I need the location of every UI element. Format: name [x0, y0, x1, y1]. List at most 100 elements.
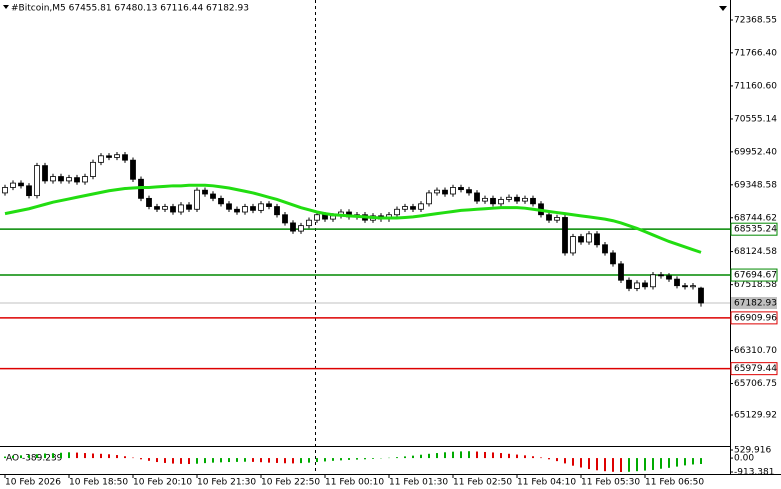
candle-body	[154, 206, 160, 210]
indicator-tick-label: 529.916	[734, 446, 771, 456]
candle-body	[218, 197, 224, 205]
x-tick-label: 11 Feb 00:10	[325, 478, 384, 488]
y-tick-label: 71766.40	[734, 48, 777, 58]
candle-body	[282, 214, 288, 224]
x-tick-label: 10 Feb 22:50	[261, 478, 320, 488]
candle-body	[130, 159, 136, 180]
candle-body	[506, 196, 512, 200]
chart-title: #Bitcoin,M5 67455.81 67480.13 67116.44 6…	[11, 4, 249, 14]
candle-body	[410, 206, 416, 210]
candle-body	[450, 187, 456, 195]
x-tick-label: 10 Feb 2026	[5, 478, 61, 488]
y-tick-label: 69348.58	[734, 180, 777, 190]
scroll-icon[interactable]	[719, 6, 727, 11]
candle-body	[498, 199, 504, 205]
candle-body	[434, 189, 440, 194]
y-tick-label: 65129.92	[734, 411, 777, 421]
candle-body	[522, 197, 528, 202]
candle-body	[194, 189, 200, 210]
level-label: 65979.44	[734, 364, 777, 374]
x-tick-label: 10 Feb 21:30	[197, 478, 256, 488]
candle-body	[170, 206, 176, 213]
candle-body	[10, 182, 16, 188]
level-label: 66909.96	[734, 313, 777, 323]
indicator-label: AO -389.239	[6, 454, 63, 464]
candle-body	[426, 192, 432, 205]
menu-icon[interactable]	[3, 5, 9, 9]
candle-body	[26, 185, 32, 197]
candle-body	[546, 214, 552, 221]
candle-body	[114, 154, 120, 158]
candle-body	[594, 233, 600, 246]
candle-body	[690, 285, 696, 288]
candle-body	[666, 275, 672, 280]
level-label-box	[730, 362, 778, 376]
candle-body	[226, 203, 232, 210]
level-label-box	[730, 311, 778, 325]
candle-body	[242, 206, 248, 213]
candle-body	[674, 278, 680, 287]
candle-body	[578, 236, 584, 243]
candle-body	[298, 225, 304, 232]
level-label: 67694.67	[734, 271, 777, 281]
candle-body	[562, 217, 568, 254]
y-tick-label: 69952.40	[734, 147, 777, 157]
candle-body	[482, 197, 488, 202]
current-price-box	[731, 296, 777, 309]
candle-body	[682, 285, 688, 288]
candle-body	[146, 197, 152, 207]
current-price-label: 67182.93	[734, 298, 777, 308]
x-tick-label: 11 Feb 02:50	[453, 478, 512, 488]
x-tick-label: 10 Feb 20:10	[133, 478, 192, 488]
candle-body	[178, 204, 184, 213]
candle-body	[258, 203, 264, 211]
candle-body	[634, 282, 640, 289]
candle-body	[202, 189, 208, 195]
candle-body	[626, 279, 632, 289]
candle-body	[42, 165, 48, 182]
y-tick-label: 65706.75	[734, 379, 777, 389]
candle-body	[514, 196, 520, 202]
candle-body	[474, 192, 480, 202]
candle-body	[274, 206, 280, 216]
y-tick-label: 72368.55	[734, 16, 777, 26]
candle-body	[490, 197, 496, 205]
candle-body	[250, 206, 256, 211]
candle-body	[18, 182, 24, 187]
candle-body	[306, 219, 312, 227]
candle-body	[570, 236, 576, 254]
candle-body	[90, 161, 96, 177]
candle-body	[50, 176, 56, 182]
level-label: 68535.24	[734, 225, 777, 235]
candle-body	[210, 193, 216, 199]
candle-body	[186, 204, 192, 210]
candle-body	[74, 177, 80, 183]
x-tick-label: 11 Feb 06:50	[645, 478, 704, 488]
candle-body	[554, 217, 560, 221]
candle-body	[418, 203, 424, 210]
level-label-box	[730, 222, 778, 236]
candle-body	[394, 208, 400, 216]
candle-body	[82, 176, 88, 183]
candle-body	[58, 176, 64, 182]
candle-body	[402, 206, 408, 210]
x-tick-label: 11 Feb 04:10	[517, 478, 576, 488]
y-tick-label: 67518.58	[734, 280, 777, 290]
level-label-box	[730, 268, 778, 282]
indicator-tick-label: -913.381	[734, 468, 774, 478]
candle-body	[442, 189, 448, 195]
candle-body	[658, 274, 664, 277]
y-tick-label: 70555.14	[734, 114, 777, 124]
candle-body	[106, 155, 112, 158]
y-tick-label: 68124.58	[734, 247, 777, 257]
candle-body	[602, 244, 608, 254]
candle-body	[314, 214, 320, 221]
candle-body	[618, 263, 624, 281]
candle-body	[642, 282, 648, 288]
candle-body	[66, 177, 72, 182]
candle-body	[650, 274, 656, 288]
candle-body	[458, 187, 464, 191]
y-tick-label: 71160.60	[734, 81, 777, 91]
candle-body	[530, 197, 536, 205]
